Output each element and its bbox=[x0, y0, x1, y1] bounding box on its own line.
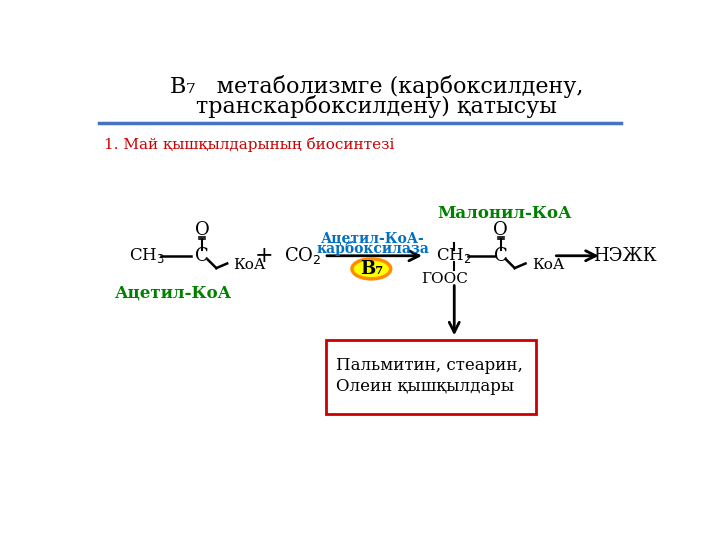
Text: CH$_3$: CH$_3$ bbox=[129, 246, 164, 265]
Text: +: + bbox=[255, 245, 274, 267]
Text: CH$_2$: CH$_2$ bbox=[436, 246, 472, 265]
Text: НЭЖК: НЭЖК bbox=[593, 247, 657, 265]
Text: ГООС: ГООС bbox=[421, 272, 469, 286]
Text: O: O bbox=[195, 220, 210, 239]
Text: Малонил-КоА: Малонил-КоА bbox=[437, 205, 572, 222]
Text: транскарбоксилдену) қатысуы: транскарбоксилдену) қатысуы bbox=[197, 95, 557, 118]
Text: 1. Май қышқылдарының биосинтезі: 1. Май қышқылдарының биосинтезі bbox=[104, 137, 395, 152]
Text: Ацетил-КоА-: Ацетил-КоА- bbox=[321, 232, 425, 246]
Text: B₇   метаболизмге (карбоксилдену,: B₇ метаболизмге (карбоксилдену, bbox=[170, 75, 583, 98]
Text: CO$_2$: CO$_2$ bbox=[284, 245, 322, 266]
Text: Пальмитин, стеарин,: Пальмитин, стеарин, bbox=[336, 356, 523, 374]
Text: C: C bbox=[196, 247, 210, 265]
Text: Олеин қышқылдары: Олеин қышқылдары bbox=[336, 378, 515, 395]
Ellipse shape bbox=[352, 259, 391, 279]
Text: КоА: КоА bbox=[233, 258, 266, 272]
Text: B₇: B₇ bbox=[360, 260, 383, 278]
Text: Ацетил-КоА: Ацетил-КоА bbox=[115, 284, 233, 301]
Text: КоА: КоА bbox=[532, 258, 564, 272]
FancyBboxPatch shape bbox=[326, 340, 536, 414]
Text: O: O bbox=[493, 220, 508, 239]
Text: C: C bbox=[494, 247, 508, 265]
Text: карбоксилаза: карбоксилаза bbox=[316, 241, 429, 256]
